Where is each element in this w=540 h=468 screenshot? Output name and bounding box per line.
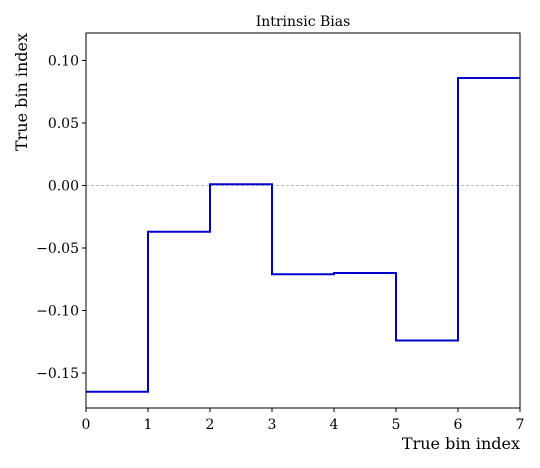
x-tick-label: 7 — [516, 417, 525, 433]
x-tick-label: 6 — [454, 417, 463, 433]
x-tick-label: 3 — [268, 417, 277, 433]
y-tick-label: −0.05 — [36, 241, 79, 257]
x-tick-label: 1 — [144, 417, 153, 433]
y-tick-label: 0.00 — [48, 179, 79, 195]
x-tick-label: 0 — [82, 417, 91, 433]
y-tick-label: −0.10 — [36, 304, 79, 320]
x-tick-label: 5 — [392, 417, 401, 433]
series-line — [86, 77, 520, 393]
plot-area — [85, 32, 521, 409]
x-tick-label: 4 — [330, 417, 339, 433]
y-tick-label: 0.10 — [48, 54, 79, 70]
y-tick-label: 0.05 — [48, 116, 79, 132]
chart-title: Intrinsic Bias — [256, 14, 351, 30]
y-tick-label: −0.15 — [36, 366, 79, 382]
y-axis-label: True bin index — [12, 33, 31, 151]
x-axis-label: True bin index — [402, 434, 520, 453]
x-tick-label: 2 — [206, 417, 215, 433]
